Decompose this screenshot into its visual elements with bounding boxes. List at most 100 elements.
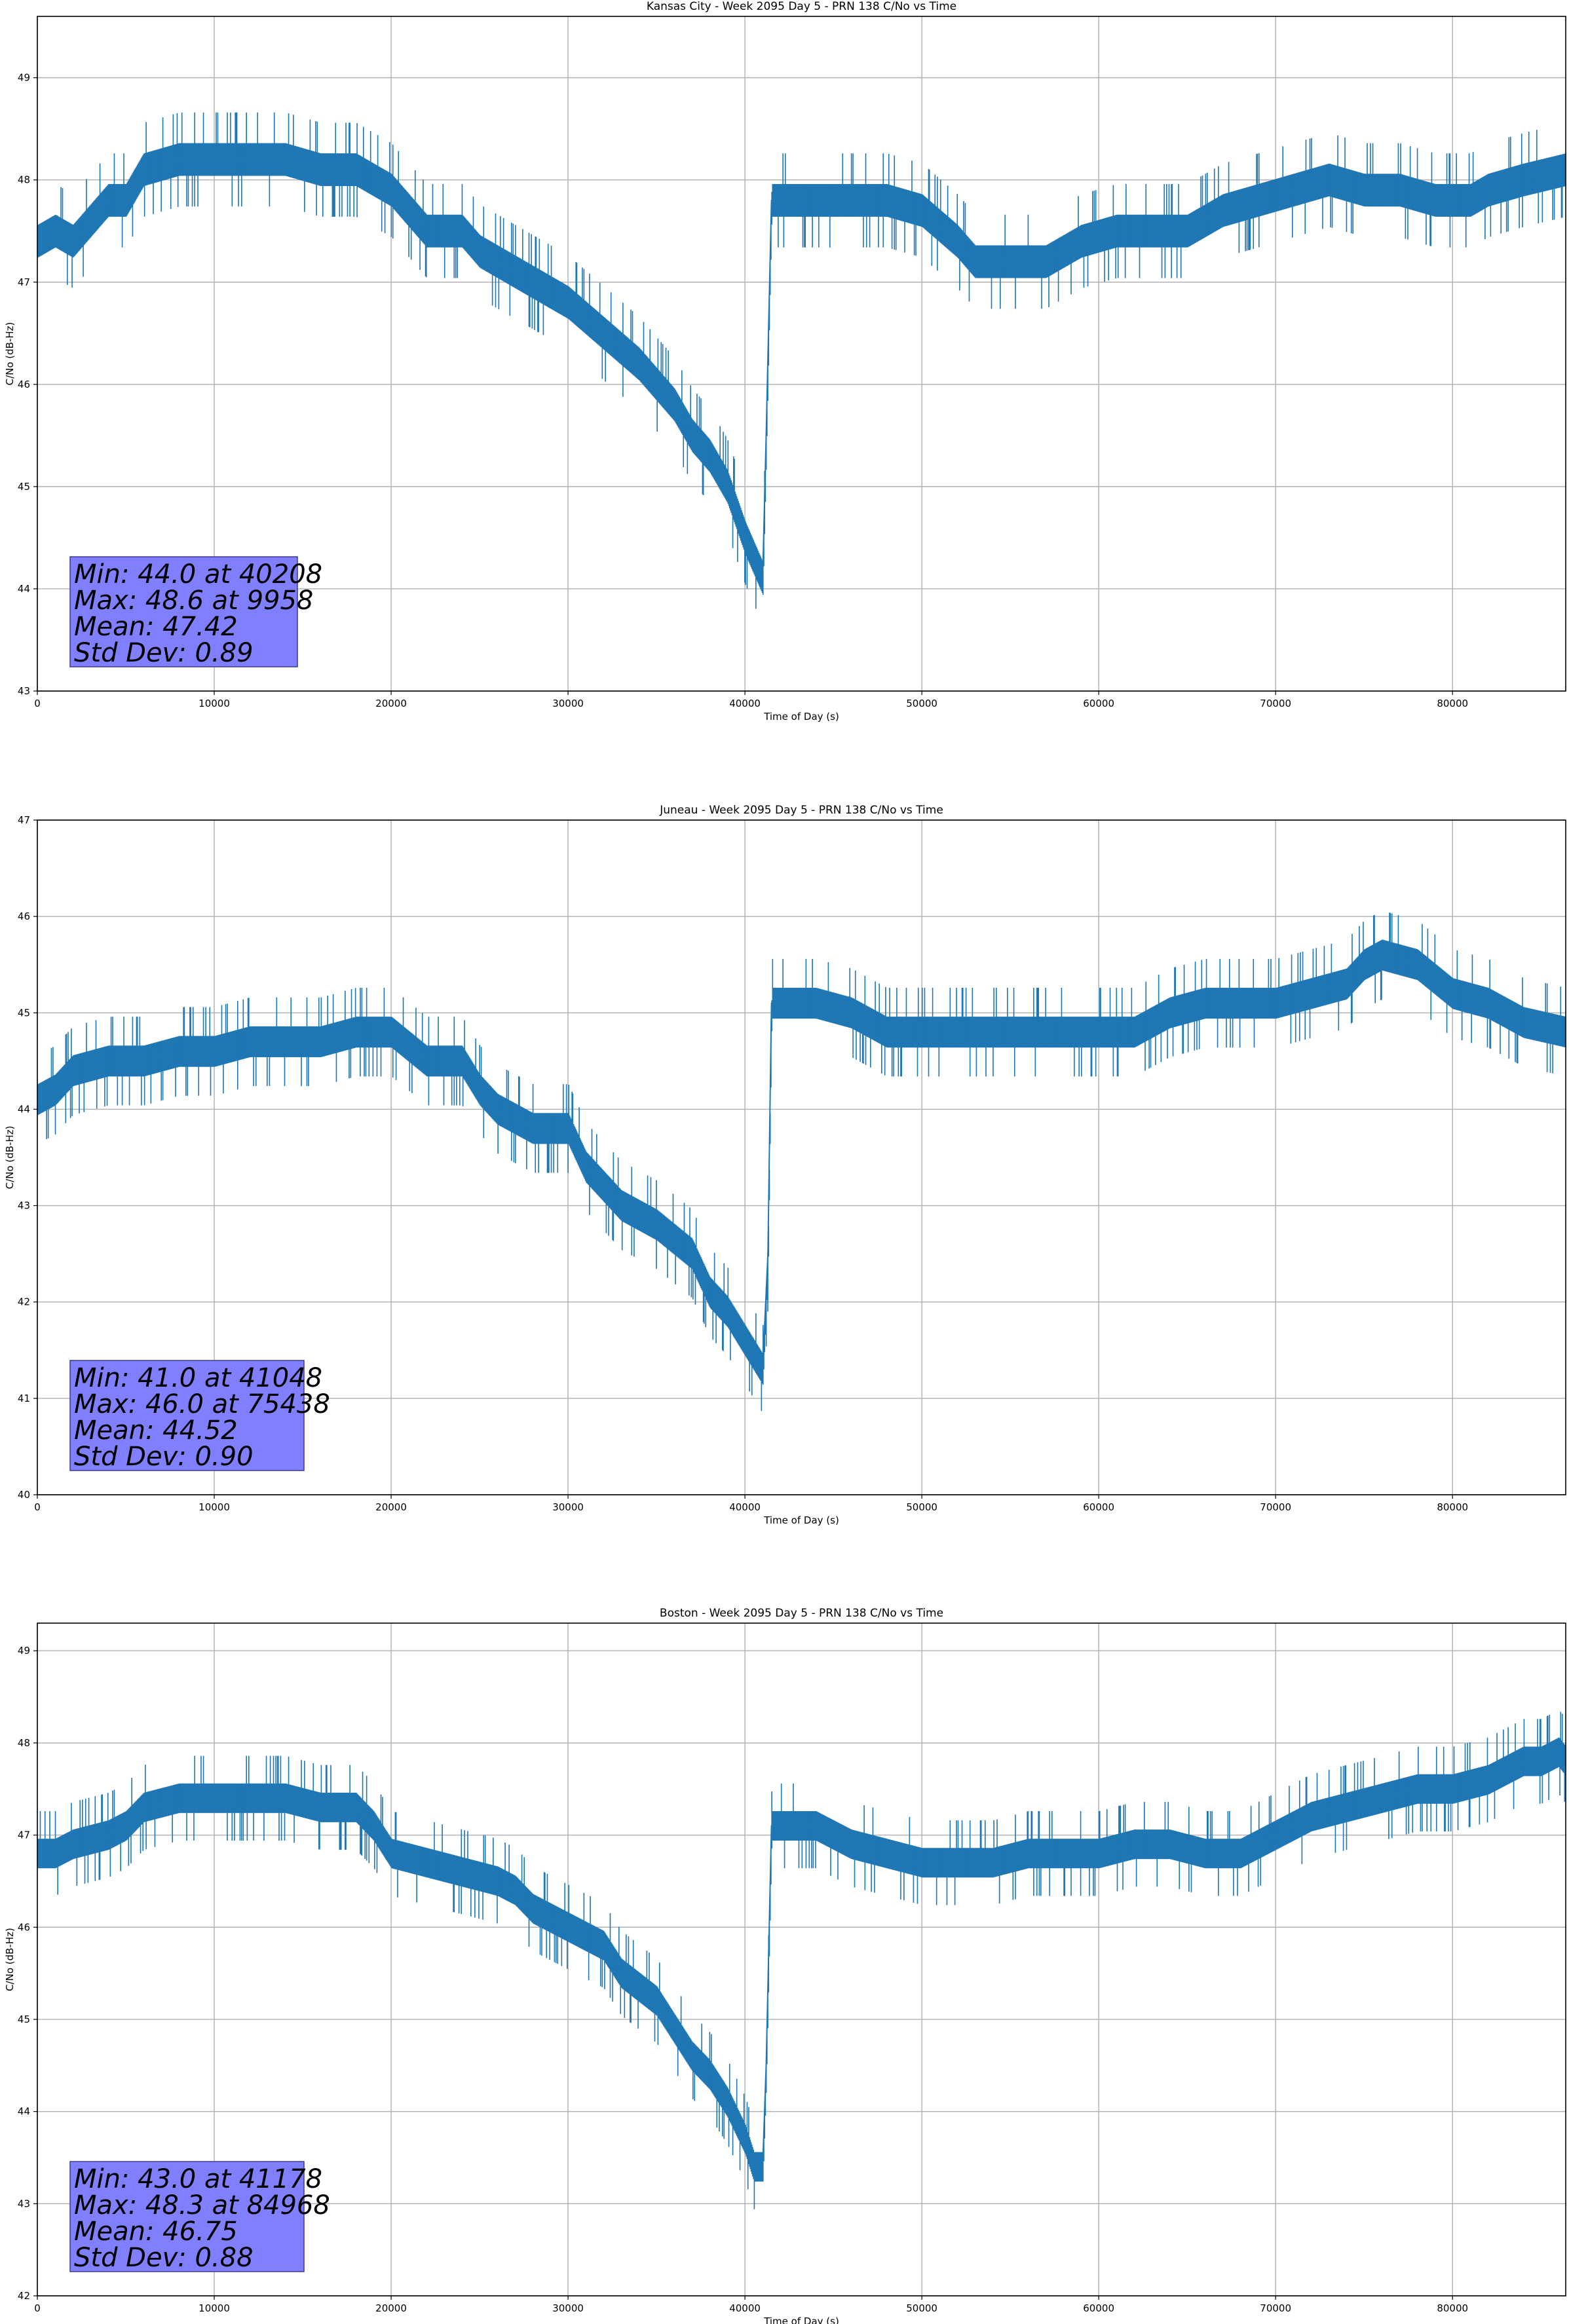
data-bar [79, 1053, 80, 1114]
data-bar [702, 430, 704, 495]
data-bar [1183, 964, 1185, 1024]
data-bar [1300, 952, 1301, 1013]
data-bar [95, 1020, 97, 1080]
data-bar [812, 183, 813, 248]
data-bar [325, 1765, 327, 1822]
stats-line: Mean: 44.52 [74, 1415, 238, 1446]
data-bar [479, 1045, 480, 1105]
data-bar [1131, 988, 1133, 1048]
data-bar [1182, 994, 1183, 1054]
data-bar [1430, 182, 1432, 246]
y-tick-label: 49 [18, 72, 30, 84]
data-bar [1426, 181, 1427, 245]
data-bar [330, 1765, 331, 1822]
data-bar [484, 1835, 486, 1893]
data-bar [1027, 214, 1029, 278]
chart-1: 0 10000 20000 30000 40000 50000 60000 70000 8000… [4, 0, 1566, 722]
data-bar [482, 1862, 483, 1920]
data-bar [546, 1873, 548, 1931]
data-bar [1228, 162, 1230, 225]
data-bar [161, 148, 162, 212]
data-bar [549, 1902, 550, 1960]
data-bar [1175, 967, 1176, 1027]
data-bar [932, 988, 934, 1048]
data-bar [1074, 1017, 1075, 1077]
data-bar [1000, 245, 1001, 309]
data-bar [949, 988, 951, 1048]
data-bar [83, 1052, 85, 1112]
data-bar [829, 183, 831, 248]
data-bar [360, 1797, 362, 1855]
data-bar [483, 1078, 485, 1138]
data-bar [409, 1031, 411, 1091]
data-bar [86, 179, 87, 243]
data-bar [493, 1837, 494, 1895]
data-bar [361, 988, 363, 1048]
data-bar [564, 1883, 566, 1940]
data-bar [273, 112, 275, 176]
data-bar [1521, 133, 1522, 197]
data-bar [60, 187, 62, 251]
data-bar [905, 988, 907, 1048]
data-bar [326, 1765, 328, 1822]
data-bar [818, 183, 820, 248]
data-bar [662, 344, 664, 407]
data-bar [39, 1810, 41, 1869]
data-bar [898, 1017, 899, 1077]
data-bar [1115, 215, 1116, 279]
data-bar [621, 1190, 623, 1250]
data-bar [1549, 1013, 1551, 1073]
data-bar [1239, 988, 1241, 1048]
data-bar [755, 1313, 757, 1374]
data-bar [521, 1854, 523, 1912]
data-bar [695, 1218, 697, 1278]
data-bar [895, 186, 897, 250]
data-bar [1516, 1003, 1518, 1063]
data-bar [389, 141, 390, 206]
data-bar [85, 1799, 86, 1856]
data-bar [398, 151, 400, 215]
data-bar [677, 2019, 679, 2076]
data-bar [749, 1332, 750, 1392]
data-bar [1033, 988, 1034, 1048]
data-bar [1515, 1002, 1516, 1062]
data-bar [675, 1224, 676, 1284]
data-bar [1246, 187, 1248, 251]
data-bar [723, 1263, 725, 1323]
x-tick-label: 10000 [198, 1501, 230, 1513]
data-bar [680, 1996, 682, 2053]
data-bar [231, 1783, 233, 1841]
data-bar [362, 126, 364, 191]
data-bar [392, 1017, 394, 1078]
data-bar [1465, 183, 1467, 248]
data-bar [628, 1936, 630, 1994]
data-bar [538, 1113, 539, 1173]
data-bar [411, 1033, 413, 1093]
data-bar [1508, 137, 1510, 201]
data-bar [1048, 244, 1049, 307]
data-bar [1400, 143, 1401, 207]
data-bar [588, 1922, 590, 1981]
data-bar [567, 1113, 569, 1173]
data-bar [483, 206, 485, 271]
data-bar [112, 1017, 113, 1077]
data-bar [548, 1113, 550, 1173]
data-bar [284, 1783, 286, 1841]
data-bar [1461, 981, 1463, 1041]
data-bar [71, 1056, 73, 1117]
data-bar [544, 1872, 546, 1930]
data-bar [865, 183, 867, 248]
data-bar [624, 1960, 626, 2018]
data-bar [227, 1003, 228, 1064]
data-bar [733, 456, 734, 520]
data-bar [1291, 954, 1293, 1015]
data-bar [341, 153, 343, 217]
data-bar [620, 1957, 622, 2014]
data-bar [269, 1026, 271, 1087]
data-bar [1139, 214, 1141, 278]
data-bar [893, 1017, 894, 1077]
data-bar [931, 202, 933, 266]
data-bar [301, 1026, 302, 1087]
data-bar [863, 1003, 864, 1064]
data-bar [1295, 982, 1296, 1043]
